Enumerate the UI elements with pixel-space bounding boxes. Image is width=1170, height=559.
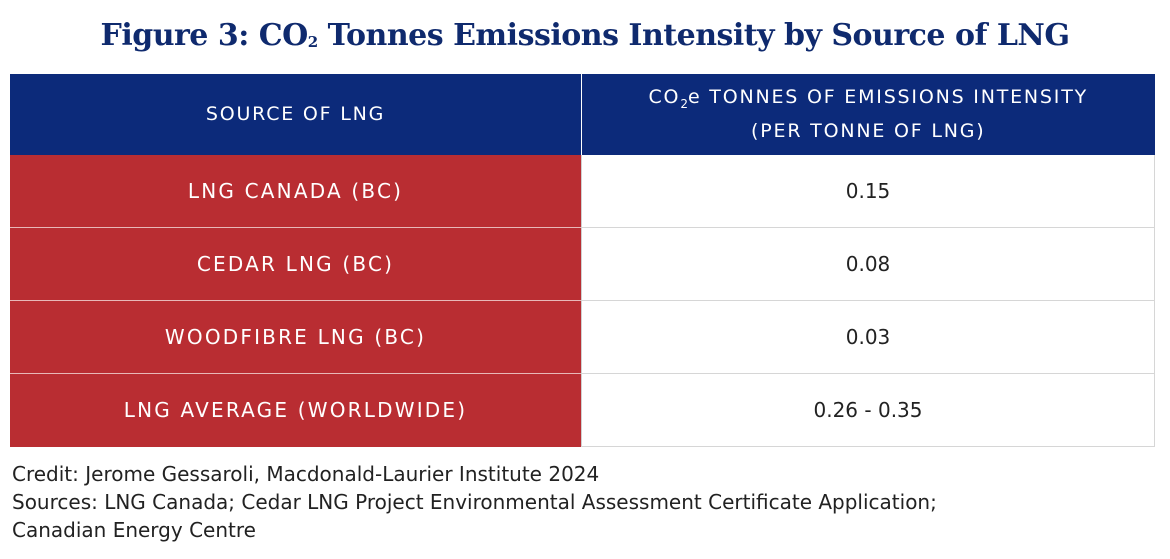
- sources-line-2: Canadian Energy Centre: [12, 518, 256, 542]
- table-row: WOODFIBRE LNG (BC) 0.03: [10, 300, 1155, 374]
- header-source: SOURCE OF LNG: [10, 74, 582, 155]
- row-value-cell: 0.26 - 0.35: [581, 373, 1155, 447]
- row-source-cell: LNG CANADA (BC): [10, 155, 582, 228]
- credit-line: Credit: Jerome Gessaroli, Macdonald-Laur…: [12, 462, 600, 486]
- figure-title: Figure 3: CO2 Tonnes Emissions Intensity…: [0, 10, 1170, 68]
- row-value-cell: 0.03: [581, 300, 1155, 374]
- figure-title-post: Tonnes Emissions Intensity by Source of …: [317, 18, 1070, 53]
- table-row: LNG AVERAGE (WORLDWIDE) 0.26 - 0.35: [10, 373, 1155, 447]
- sources-line-1: Sources: LNG Canada; Cedar LNG Project E…: [12, 490, 937, 514]
- header-intensity-line2: (PER TONNE OF LNG): [751, 120, 986, 142]
- row-source-cell: CEDAR LNG (BC): [10, 227, 582, 301]
- figure-title-subscript: 2: [307, 33, 318, 51]
- row-value-cell: 0.08: [581, 227, 1155, 301]
- table-row: LNG CANADA (BC) 0.15: [10, 155, 1155, 228]
- figure-notes: Credit: Jerome Gessaroli, Macdonald-Laur…: [12, 460, 1152, 544]
- figure-title-pre: Figure 3: CO: [100, 18, 309, 53]
- row-source-cell: LNG AVERAGE (WORLDWIDE): [10, 373, 582, 447]
- table-header-row: SOURCE OF LNG CO2e TONNES OF EMISSIONS I…: [10, 74, 1155, 155]
- header-intensity: CO2e TONNES OF EMISSIONS INTENSITY (PER T…: [581, 74, 1155, 155]
- header-intensity-pre: CO: [648, 86, 681, 108]
- row-source-cell: WOODFIBRE LNG (BC): [10, 300, 582, 374]
- table-row: CEDAR LNG (BC) 0.08: [10, 227, 1155, 301]
- emissions-table: SOURCE OF LNG CO2e TONNES OF EMISSIONS I…: [10, 74, 1155, 447]
- row-value-cell: 0.15: [581, 155, 1155, 228]
- header-intensity-post: e TONNES OF EMISSIONS INTENSITY: [687, 86, 1089, 108]
- header-intensity-subscript: 2: [680, 97, 688, 111]
